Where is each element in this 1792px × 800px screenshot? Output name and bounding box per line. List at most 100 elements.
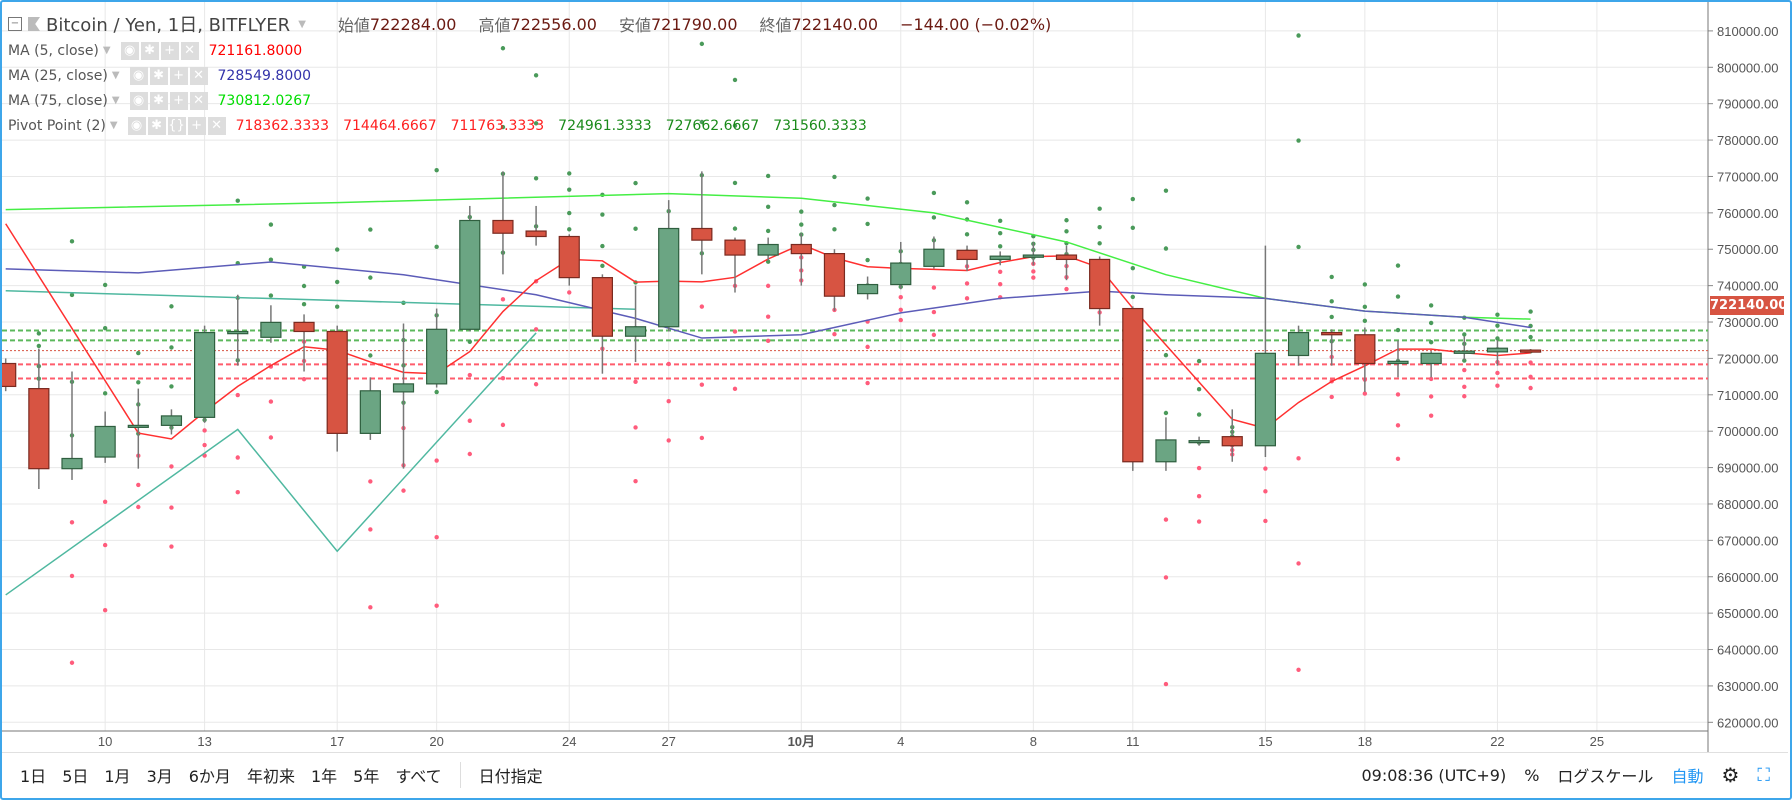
date-range-button[interactable]: 日付指定	[478, 767, 543, 786]
gear-icon[interactable]: ⚙	[1721, 763, 1740, 787]
candle-body	[127, 424, 149, 428]
pivot-resistance-dot	[567, 187, 572, 192]
price-chart[interactable]: 620000.00 630000.00 640000.00 650000.00 6600…	[0, 0, 1792, 752]
range-button[interactable]: 年初来	[246, 767, 295, 786]
pivot-support-dot	[1031, 275, 1036, 280]
pivot-resistance-dot	[36, 331, 42, 336]
pivot-support-dot	[931, 285, 937, 290]
pivot-support-dot	[666, 399, 671, 404]
eye-icon[interactable]: ◉	[129, 66, 148, 85]
x-tick-label: 22	[1490, 734, 1504, 749]
pivot-resistance-dot	[1196, 387, 1202, 392]
pivot-resistance-dot	[301, 283, 307, 289]
pivot-resistance-dot	[268, 293, 274, 298]
candle	[28, 348, 50, 490]
range-button[interactable]: 1日	[20, 767, 47, 786]
close-icon[interactable]: ✕	[180, 41, 199, 60]
percent-toggle[interactable]: %	[1524, 765, 1540, 785]
candle-body	[1519, 349, 1542, 353]
fullscreen-icon[interactable]: ⛶	[1757, 764, 1770, 786]
add-icon[interactable]: +	[160, 41, 179, 60]
add-icon[interactable]: +	[187, 116, 206, 135]
pivot-resistance-dot	[136, 350, 141, 356]
pivot-resistance-dot	[567, 171, 572, 176]
candle-body	[392, 383, 415, 393]
x-tick-label: 24	[562, 734, 576, 749]
pivot-support-dot	[1528, 374, 1533, 380]
pivot-resistance-dot	[1362, 318, 1368, 324]
pivot-resistance-dot	[268, 257, 274, 262]
auto-scale-toggle[interactable]: 自動	[1671, 767, 1704, 786]
pivot-resistance-dot	[1528, 309, 1533, 314]
flag-icon[interactable]	[28, 17, 40, 31]
range-button[interactable]: 1月	[104, 767, 131, 786]
candle-body	[426, 328, 448, 385]
y-tick-label: 650000.00	[1717, 606, 1778, 621]
settings-icon[interactable]: ✱	[149, 66, 168, 85]
close-icon[interactable]: ✕	[207, 116, 226, 135]
clock: 09:08:36 (UTC+9)	[1361, 765, 1507, 785]
eye-icon[interactable]: ◉	[129, 91, 148, 110]
range-button[interactable]: 3月	[146, 767, 173, 786]
range-button[interactable]: 6か月	[188, 767, 231, 786]
candle-body	[1055, 254, 1078, 261]
log-scale-toggle[interactable]: ログスケール	[1557, 767, 1654, 786]
pivot-support-dot	[1395, 423, 1401, 428]
pivot-support-dot	[998, 269, 1003, 275]
candle	[1287, 325, 1310, 366]
candle-body	[227, 330, 249, 335]
chevron-down-icon[interactable]: ▼	[111, 70, 120, 81]
candle-body	[558, 235, 580, 279]
close-icon[interactable]: ✕	[189, 66, 208, 85]
y-tick-label: 720000.00	[1717, 351, 1778, 366]
eye-icon[interactable]: ◉	[120, 41, 139, 60]
pivot-resistance-dot	[1462, 332, 1467, 337]
candle	[392, 323, 415, 469]
settings-icon[interactable]: ✱	[149, 91, 168, 110]
pivot-support-dot	[765, 283, 771, 289]
settings-icon[interactable]: ✱	[147, 116, 166, 135]
y-tick-label: 660000.00	[1717, 570, 1778, 585]
pivot-resistance-dot	[368, 275, 373, 280]
pivot-point-dot	[1462, 358, 1467, 363]
pivot-point-dot	[600, 263, 605, 269]
add-icon[interactable]: +	[169, 91, 188, 110]
pivot-support-dot	[1263, 489, 1268, 494]
candle	[127, 388, 149, 469]
indicator-row: Pivot Point (2) ▼ ◉ ✱{} + ✕ 718362.3333 714464…	[8, 113, 1051, 138]
pivot-resistance-dot	[1395, 327, 1401, 333]
chevron-down-icon[interactable]: ▼	[102, 45, 111, 56]
range-button[interactable]: すべて	[395, 767, 442, 786]
indicator-name[interactable]: MA (75, close)	[8, 92, 108, 109]
chevron-down-icon[interactable]: ▼	[298, 18, 306, 30]
candle	[724, 237, 746, 293]
source-icon[interactable]: {}	[167, 116, 186, 135]
pivot-support-dot	[368, 605, 373, 610]
close-icon[interactable]: ✕	[189, 91, 208, 110]
pivot-resistance-dot	[1362, 304, 1368, 310]
chevron-down-icon[interactable]: ▼	[111, 95, 120, 106]
indicator-name[interactable]: Pivot Point (2)	[8, 117, 106, 134]
y-tick-label: 770000.00	[1717, 169, 1778, 184]
settings-icon[interactable]: ✱	[140, 41, 159, 60]
pivot-resistance-dot	[169, 345, 174, 350]
open-label: 始値	[337, 16, 370, 35]
add-icon[interactable]: +	[169, 66, 188, 85]
pivot-support-dot	[1462, 367, 1467, 373]
pivot-resistance-dot	[1097, 224, 1102, 230]
candle	[923, 236, 945, 269]
range-button[interactable]: 1年	[310, 767, 338, 786]
symbol-title[interactable]: Bitcoin / Yen, 1日, BITFLYER	[46, 15, 291, 36]
chevron-down-icon[interactable]: ▼	[109, 120, 118, 131]
collapse-icon[interactable]: −	[8, 17, 22, 31]
candle	[61, 371, 83, 480]
range-button[interactable]: 5日	[62, 767, 89, 786]
pivot-resistance-dot	[998, 244, 1003, 249]
y-tick-label: 690000.00	[1717, 461, 1778, 476]
indicator-name[interactable]: MA (5, close)	[8, 42, 99, 59]
ma25-line	[5, 261, 1531, 339]
indicator-name[interactable]: MA (25, close)	[8, 67, 108, 84]
eye-icon[interactable]: ◉	[127, 116, 146, 135]
range-button[interactable]: 5年	[353, 767, 380, 786]
candle	[1155, 417, 1177, 471]
